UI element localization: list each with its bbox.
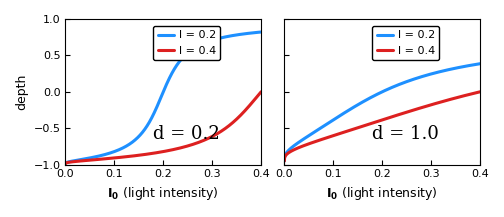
l = 0.2 [98, 154, 104, 157]
l = 0.4 [98, 158, 104, 161]
Text: d = 1.0: d = 1.0 [372, 125, 439, 143]
l = 0.2 [223, 35, 229, 38]
l = 0.2 [62, 163, 69, 165]
X-axis label: $\mathbf{I_0}$ (light intensity): $\mathbf{I_0}$ (light intensity) [107, 185, 219, 202]
l = 0.4 [477, 90, 483, 93]
l = 0.4 [356, 126, 362, 129]
l = 0.2 [281, 159, 287, 162]
Line: l = 0.4: l = 0.4 [284, 92, 480, 161]
Legend: l = 0.2, l = 0.4: l = 0.2, l = 0.4 [153, 26, 220, 61]
l = 0.2 [409, 79, 415, 81]
l = 0.4 [317, 139, 323, 141]
l = 0.4 [281, 160, 287, 162]
l = 0.4 [258, 90, 264, 93]
l = 0.2 [356, 103, 362, 105]
l = 0.4 [137, 154, 143, 156]
Line: l = 0.2: l = 0.2 [66, 32, 261, 164]
l = 0.2 [209, 39, 215, 42]
Line: l = 0.4: l = 0.4 [66, 92, 261, 164]
l = 0.2 [258, 31, 264, 33]
l = 0.4 [443, 99, 449, 102]
Line: l = 0.2: l = 0.2 [284, 64, 480, 161]
l = 0.4 [190, 143, 196, 146]
l = 0.2 [137, 134, 143, 136]
X-axis label: $\mathbf{I_0}$ (light intensity): $\mathbf{I_0}$ (light intensity) [327, 185, 438, 202]
l = 0.2 [399, 82, 405, 85]
l = 0.2 [180, 56, 186, 59]
Text: d = 0.2: d = 0.2 [154, 125, 220, 143]
l = 0.4 [409, 109, 415, 112]
Y-axis label: depth: depth [15, 74, 28, 110]
l = 0.4 [209, 135, 215, 138]
l = 0.4 [62, 163, 69, 165]
l = 0.2 [317, 127, 323, 130]
l = 0.2 [427, 73, 433, 76]
l = 0.2 [190, 48, 196, 50]
l = 0.4 [427, 104, 433, 106]
l = 0.2 [443, 69, 449, 72]
l = 0.4 [180, 146, 186, 149]
l = 0.4 [399, 112, 405, 115]
l = 0.2 [477, 62, 483, 65]
l = 0.4 [223, 126, 229, 129]
Legend: l = 0.2, l = 0.4: l = 0.2, l = 0.4 [372, 26, 439, 61]
